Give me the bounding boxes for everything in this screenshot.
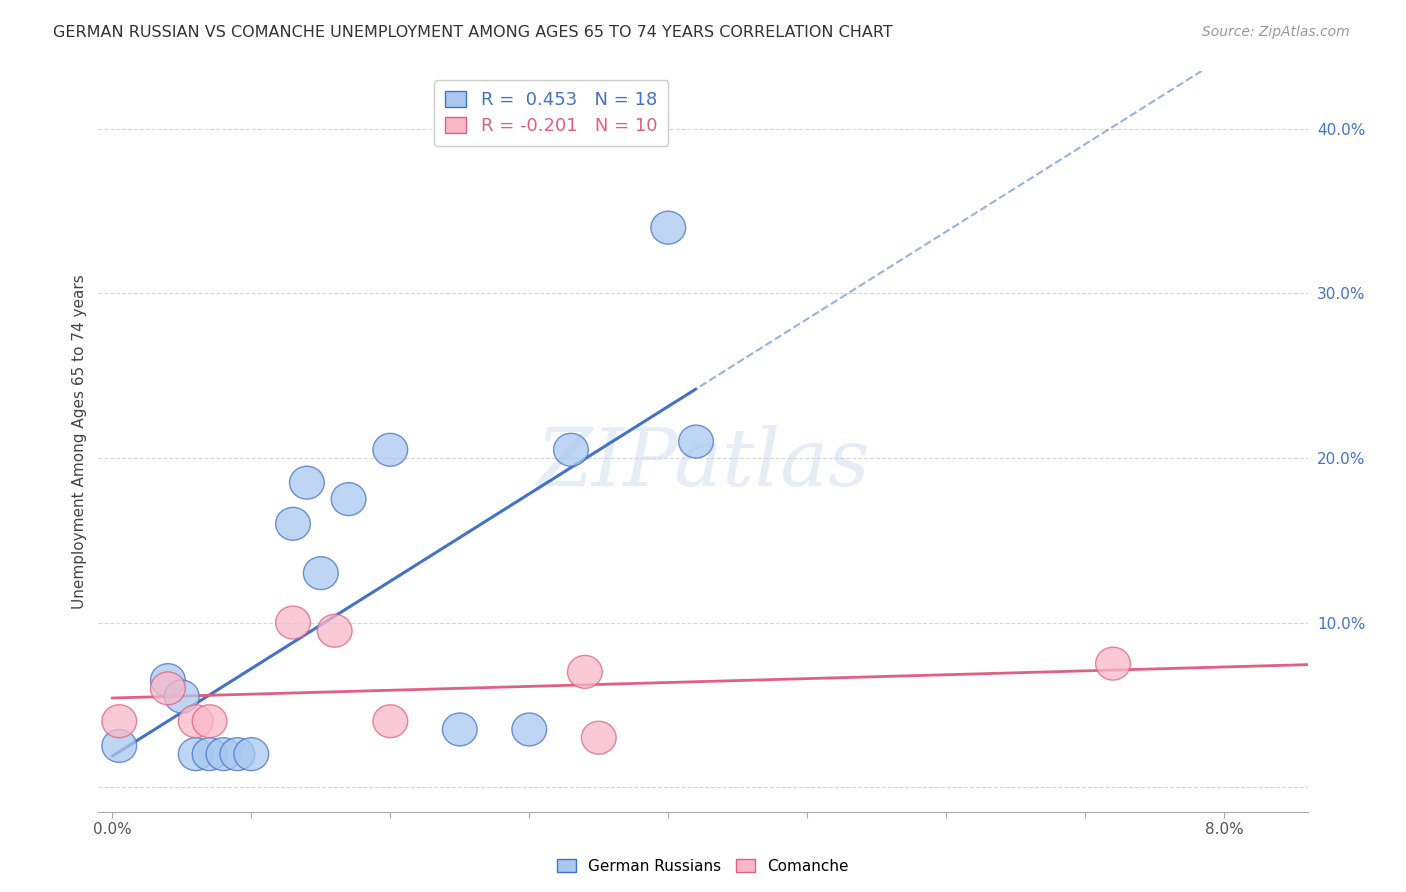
Legend: German Russians, Comanche: German Russians, Comanche — [551, 853, 855, 880]
Legend: R =  0.453   N = 18, R = -0.201   N = 10: R = 0.453 N = 18, R = -0.201 N = 10 — [434, 80, 668, 145]
Ellipse shape — [179, 705, 214, 738]
Ellipse shape — [554, 434, 588, 467]
Ellipse shape — [207, 738, 240, 771]
Text: GERMAN RUSSIAN VS COMANCHE UNEMPLOYMENT AMONG AGES 65 TO 74 YEARS CORRELATION CH: GERMAN RUSSIAN VS COMANCHE UNEMPLOYMENT … — [53, 25, 893, 40]
Ellipse shape — [233, 738, 269, 771]
Ellipse shape — [373, 434, 408, 467]
Ellipse shape — [193, 705, 226, 738]
Ellipse shape — [318, 615, 352, 648]
Ellipse shape — [219, 738, 254, 771]
Y-axis label: Unemployment Among Ages 65 to 74 years: Unemployment Among Ages 65 to 74 years — [72, 274, 87, 609]
Ellipse shape — [276, 508, 311, 541]
Ellipse shape — [290, 467, 325, 500]
Ellipse shape — [101, 730, 136, 763]
Ellipse shape — [150, 672, 186, 705]
Text: ZIPatlas: ZIPatlas — [536, 425, 870, 502]
Ellipse shape — [304, 557, 339, 590]
Ellipse shape — [679, 425, 713, 458]
Ellipse shape — [179, 738, 214, 771]
Text: Source: ZipAtlas.com: Source: ZipAtlas.com — [1202, 25, 1350, 39]
Ellipse shape — [512, 713, 547, 746]
Ellipse shape — [373, 705, 408, 738]
Ellipse shape — [651, 211, 686, 244]
Ellipse shape — [165, 680, 200, 713]
Ellipse shape — [582, 722, 616, 754]
Ellipse shape — [101, 705, 136, 738]
Ellipse shape — [193, 738, 226, 771]
Ellipse shape — [276, 606, 311, 639]
Ellipse shape — [332, 483, 366, 516]
Ellipse shape — [1095, 648, 1130, 680]
Ellipse shape — [568, 656, 602, 689]
Ellipse shape — [150, 664, 186, 697]
Ellipse shape — [443, 713, 477, 746]
